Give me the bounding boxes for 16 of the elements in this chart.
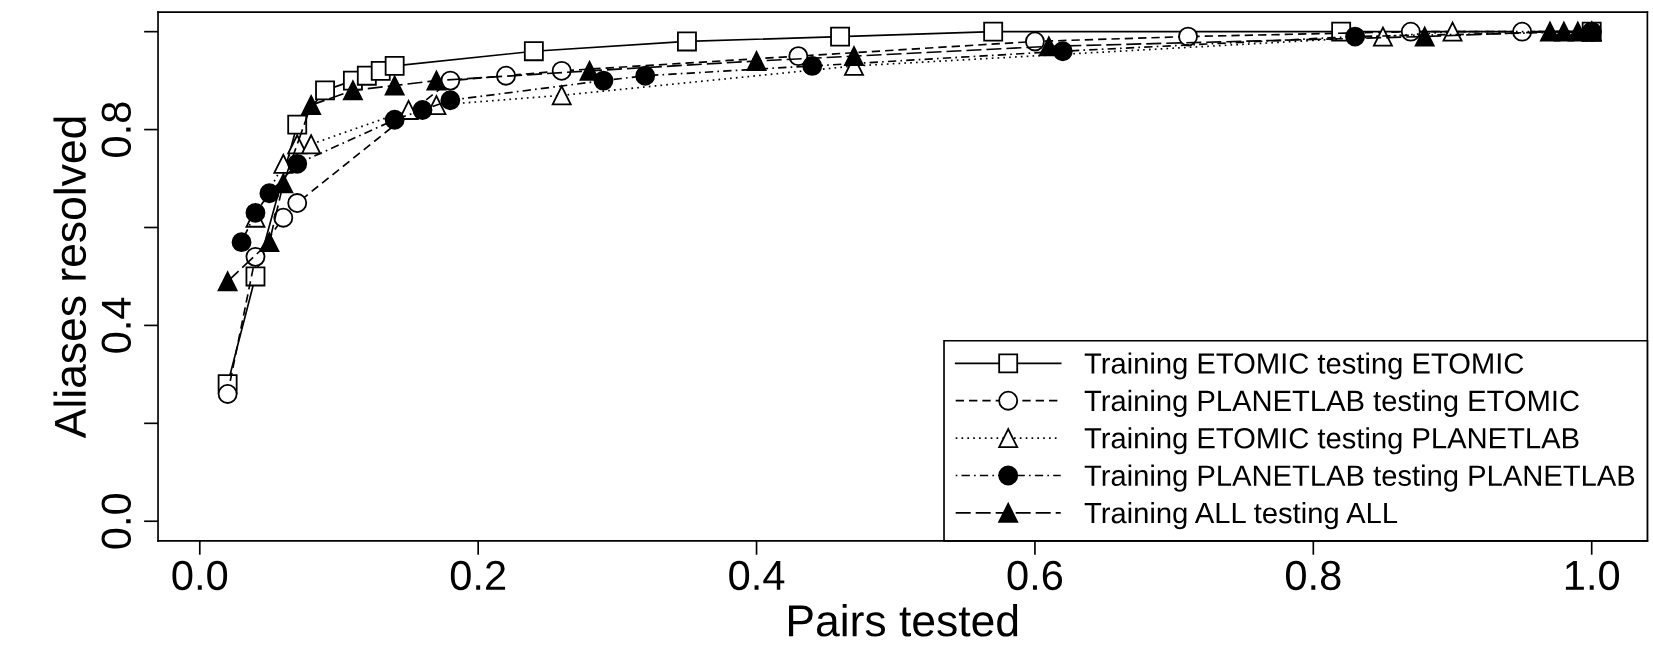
legend-label: Training ETOMIC testing PLANETLAB (1084, 427, 1579, 455)
x-tick-label: 0.2 (450, 560, 506, 591)
legend-label: Training ALL testing ALL (1084, 501, 1398, 530)
y-tick-label: 0.4 (101, 297, 132, 353)
legend-label: Training ETOMIC testing ETOMIC (1084, 352, 1524, 380)
y-axis-title: Aliases resolved (53, 117, 87, 439)
x-axis-title: Pairs tested (789, 603, 1018, 637)
y-tick-label: 0.8 (101, 102, 132, 157)
legend-label: Training PLANETLAB testing PLANETLAB (1084, 464, 1635, 492)
x-tick-label: 1.0 (1565, 560, 1620, 591)
legend-label: Training PLANETLAB testing ETOMIC (1084, 389, 1579, 417)
x-tick-label: 0.4 (729, 560, 785, 591)
x-tick-label: 0.8 (1285, 560, 1341, 591)
x-tick-label: 0.0 (172, 560, 228, 591)
y-tick-label: 0.0 (101, 493, 132, 549)
x-tick-label: 0.6 (1007, 560, 1063, 591)
